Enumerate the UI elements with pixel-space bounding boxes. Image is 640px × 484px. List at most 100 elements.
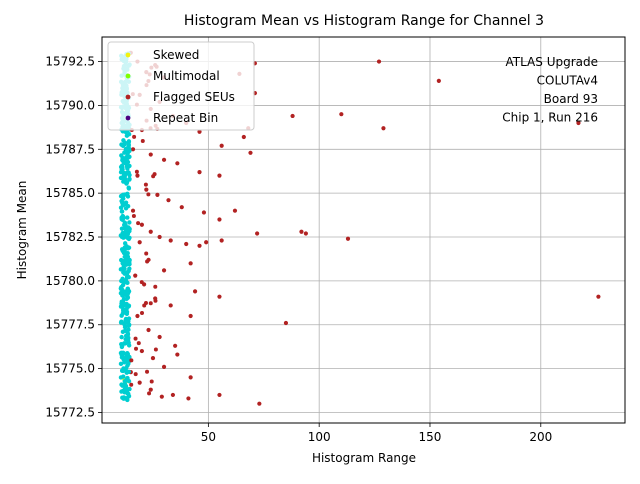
flagged-point <box>153 347 158 352</box>
bulk-point <box>126 340 131 345</box>
flagged-seus-point <box>283 320 289 326</box>
flagged-seus-point <box>133 273 138 278</box>
flagged-seus-point <box>130 208 136 213</box>
y-tick-label: 15792.5 <box>45 55 95 69</box>
x-tick-label: 50 <box>201 430 216 444</box>
flagged-point <box>152 172 157 177</box>
annotation-line: Chip 1, Run 216 <box>502 111 598 125</box>
bulk-point <box>126 140 131 145</box>
flagged-seus-point <box>241 134 246 140</box>
flagged-seus-point <box>155 192 160 198</box>
bulk-point <box>125 350 130 356</box>
plot-frame <box>101 36 626 424</box>
flagged-seus-point <box>148 152 153 157</box>
bulk-point <box>118 361 124 367</box>
y-tick-label: 15775.0 <box>45 362 95 376</box>
bulk-point <box>126 274 131 280</box>
flagged-seus-point <box>139 222 144 227</box>
bulk-point <box>119 389 124 394</box>
flagged-seus-point <box>168 303 173 308</box>
flagged-seus-point <box>175 161 180 166</box>
bulk-point <box>123 318 128 323</box>
bulk-point <box>119 163 125 169</box>
flagged-seus-point <box>219 143 224 148</box>
bulk-point <box>126 236 132 242</box>
bulk-point <box>126 185 131 190</box>
flagged-point <box>136 341 141 346</box>
x-tick-label: 150 <box>419 430 442 444</box>
bulk-point <box>127 176 132 182</box>
flagged-seus-point <box>188 261 193 266</box>
flagged-seus-point <box>144 187 149 192</box>
flagged-seus-point <box>192 289 198 294</box>
flagged-seus-point <box>168 238 173 243</box>
bulk-point <box>122 292 128 297</box>
flagged-seus-point <box>232 208 238 213</box>
bulk-point <box>121 235 127 240</box>
legend-label: Repeat Bin <box>153 111 218 125</box>
bulk-point <box>120 368 126 374</box>
flagged-point <box>139 280 144 285</box>
flagged-seus-point <box>139 348 144 354</box>
bulk-point <box>121 138 126 143</box>
flagged-seus-point <box>161 157 167 162</box>
flagged-seus-point <box>148 387 153 392</box>
legend: Skewed Multimodal Flagged SEUs Repeat Bin <box>107 41 255 131</box>
bulk-point <box>118 267 124 272</box>
bulk-point <box>125 363 130 368</box>
flagged-seus-point <box>137 240 142 245</box>
flagged-seus-point <box>436 78 441 83</box>
flagged-point <box>153 298 158 303</box>
flagged-point <box>132 134 137 139</box>
y-tick-label: 15790.0 <box>45 98 95 112</box>
bulk-point <box>122 241 128 246</box>
bulk-point <box>121 170 127 176</box>
bulk-point <box>122 328 128 333</box>
bulk-point <box>124 377 130 382</box>
x-axis-label: Histogram Range <box>312 451 416 465</box>
flagged-seus-point <box>179 205 184 210</box>
bulk-point <box>120 157 125 163</box>
x-tick-label: 200 <box>529 430 552 444</box>
bulk-point <box>125 155 130 161</box>
flagged-seus-point <box>381 126 386 131</box>
bulk-point <box>126 394 131 399</box>
bulk-point <box>124 181 129 186</box>
flagged-point <box>133 372 138 377</box>
flagged-seus-point <box>161 364 167 369</box>
info-annotation: ATLAS Upgrade COLUTAv4 Board 93 Chip 1, Run… <box>502 55 598 125</box>
flagged-point <box>149 379 154 384</box>
flagged-point <box>143 182 148 187</box>
chart-title: Histogram Mean vs Histogram Range for Ch… <box>184 13 544 29</box>
bulk-point <box>126 225 131 230</box>
bulk-point <box>119 142 124 147</box>
flagged-seus-point <box>204 240 209 245</box>
bulk-point <box>120 203 126 208</box>
flagged-seus-point <box>173 343 178 348</box>
flagged-seus-point <box>290 113 295 119</box>
bulk-point <box>121 263 127 268</box>
bulk-point <box>127 148 132 154</box>
flagged-seus-point <box>201 210 207 215</box>
legend-marker <box>125 52 131 58</box>
flagged-seus-point <box>217 294 222 299</box>
flagged-seus-point <box>166 198 171 203</box>
bulk-point <box>119 247 125 252</box>
bulk-point <box>119 351 124 356</box>
flagged-seus-point <box>255 231 260 236</box>
bulk-point <box>126 316 132 321</box>
bulk-point <box>119 334 124 340</box>
flagged-seus-point <box>170 392 176 398</box>
legend-label: Flagged SEUs <box>153 90 235 104</box>
flagged-point <box>134 169 139 174</box>
bulk-point <box>125 215 130 220</box>
flagged-seus-point <box>137 380 142 385</box>
bulk-point <box>126 335 131 341</box>
bulk-point <box>122 141 127 147</box>
bulk-point <box>123 355 128 361</box>
flagged-seus-point <box>157 334 162 340</box>
bulk-point <box>119 198 124 204</box>
bulk-point <box>123 302 128 307</box>
bulk-point <box>120 395 125 400</box>
